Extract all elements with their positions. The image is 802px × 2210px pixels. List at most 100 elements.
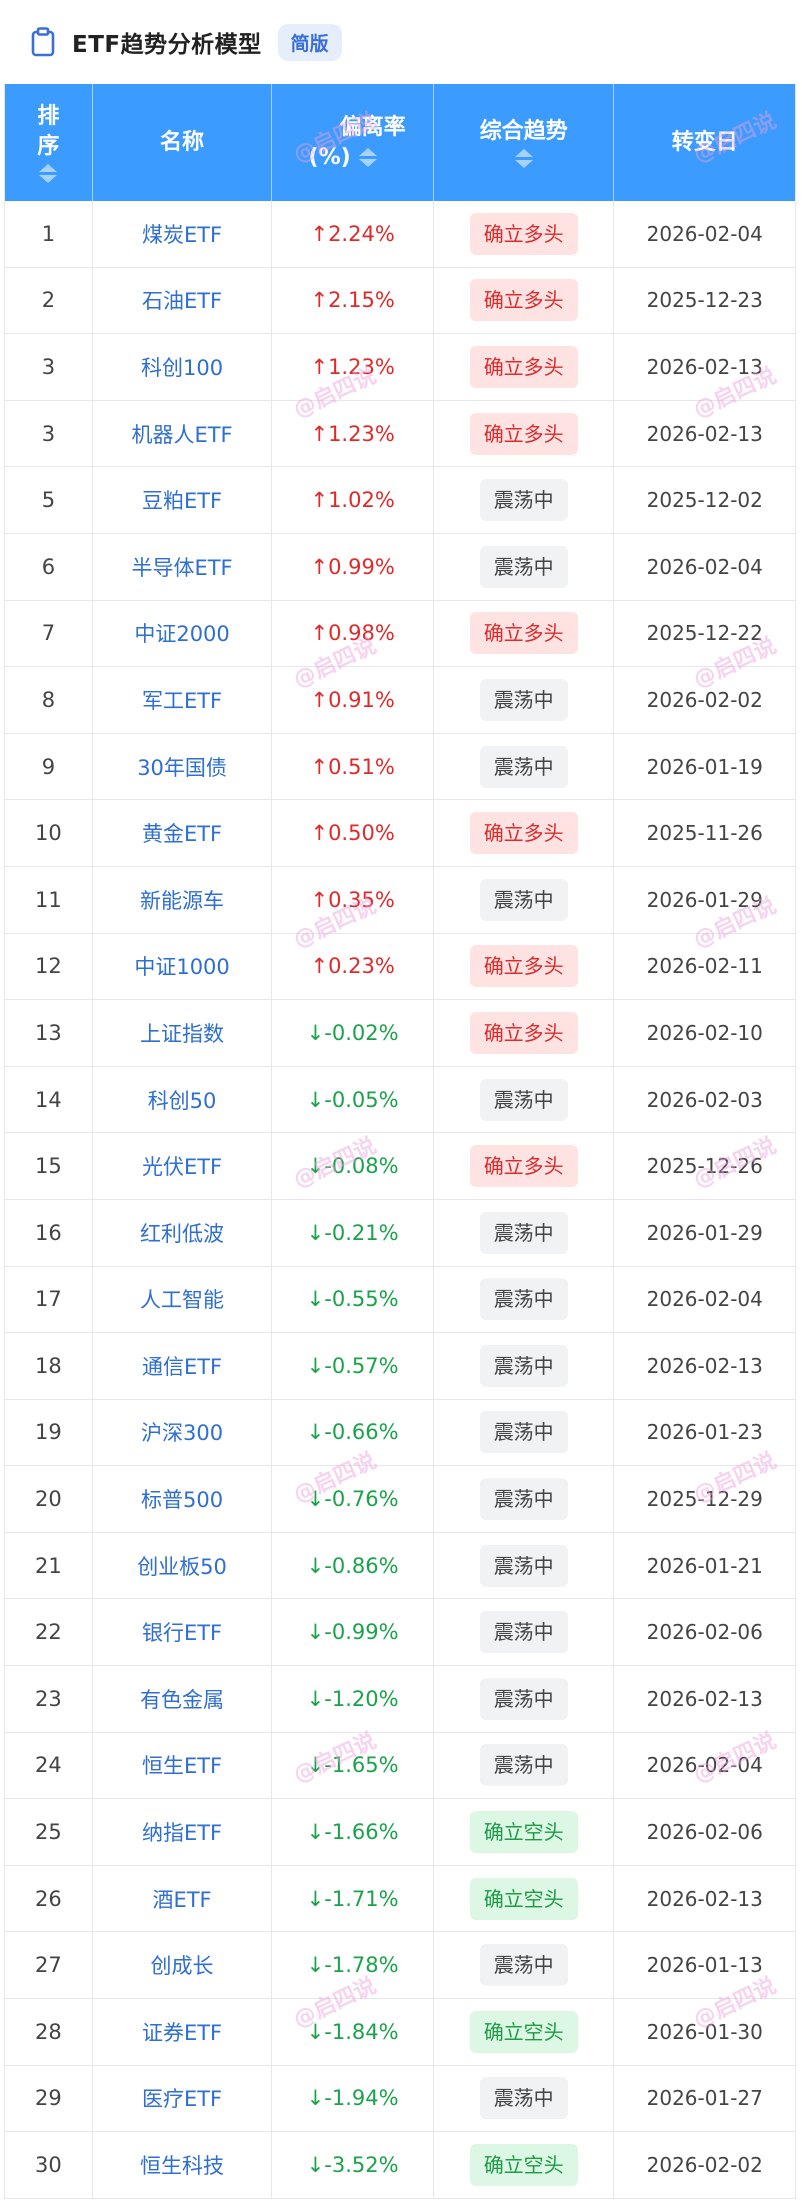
table-row[interactable]: 3 科创100 ↑1.23% 确立多头 2026-02-13 [5,334,795,401]
sort-icon[interactable] [358,148,377,167]
col-header-rank[interactable]: 排 序 [5,84,93,201]
col-header-trend[interactable]: 综合趋势 [434,84,615,201]
etf-name-link[interactable]: 证券ETF [93,1999,273,2065]
col-header-deviation[interactable]: 偏离率 (%) [272,84,434,201]
table-row[interactable]: 8 军工ETF ↑0.91% 震荡中 2026-02-02 [5,667,795,734]
trend-cell: 确立多头 [434,800,615,866]
etf-name-link[interactable]: 30年国债 [93,733,273,800]
change-date-cell: 2026-02-03 [646,1087,763,1112]
deviation-header-label: 偏离率 [339,114,406,140]
trend-cell: 震荡中 [434,866,615,933]
rank-cell: 15 [5,1133,93,1199]
etf-name-link[interactable]: 上证指数 [93,1000,273,1066]
trend-cell: 震荡中 [434,1399,615,1466]
etf-name-link[interactable]: 机器人ETF [93,400,273,467]
table-body: 1 煤炭ETF ↑2.24% 确立多头 2026-02-04 2 石油ETF ↑2.15% 确立… [5,201,795,2199]
table-row[interactable]: 18 通信ETF ↓-0.57% 震荡中 2026-02-13 [5,1333,795,1400]
etf-name-link[interactable]: 科创50 [93,1066,273,1133]
etf-name-link[interactable]: 纳指ETF [93,1799,273,1865]
etf-name-link[interactable]: 半导体ETF [93,533,273,600]
etf-name-link[interactable]: 黄金ETF [93,800,273,866]
table-row[interactable]: 23 有色金属 ↓-1.20% 震荡中 2026-02-13 [5,1666,795,1733]
table-row[interactable]: 19 沪深300 ↓-0.66% 震荡中 2026-01-23 [5,1399,795,1467]
etf-name-link[interactable]: 红利低波 [93,1199,273,1266]
table-row[interactable]: 22 银行ETF ↓-0.99% 震荡中 2026-02-06 [5,1599,795,1667]
deviation-cell: ↑0.51% [272,733,434,800]
table-row[interactable]: 16 红利低波 ↓-0.21% 震荡中 2026-01-29 [5,1199,795,1267]
etf-name-link[interactable]: 煤炭ETF [93,201,273,267]
trend-cell: 震荡中 [434,1599,615,1666]
trend-cell: 确立多头 [434,334,615,400]
trend-tag: 震荡中 [479,1411,568,1454]
trend-tag: 震荡中 [479,1078,568,1121]
etf-name-link[interactable]: 恒生科技 [93,2132,273,2198]
table-row[interactable]: 12 中证1000 ↑0.23% 确立多头 2026-02-11 [5,933,795,1001]
table-row[interactable]: 13 上证指数 ↓-0.02% 确立多头 2026-02-10 [5,1000,795,1067]
table-row[interactable]: 24 恒生ETF ↓-1.65% 震荡中 2026-02-04 [5,1732,795,1800]
etf-name-link[interactable]: 通信ETF [93,1333,273,1399]
etf-name-link[interactable]: 沪深300 [93,1399,273,1466]
etf-name-link[interactable]: 恒生ETF [93,1732,273,1799]
table-row[interactable]: 20 标普500 ↓-0.76% 震荡中 2025-12-29 [5,1466,795,1533]
table-row[interactable]: 27 创成长 ↓-1.78% 震荡中 2026-01-13 [5,1932,795,2000]
name-header-label: 名称 [160,129,205,155]
etf-name-link[interactable]: 光伏ETF [93,1133,273,1199]
etf-name-link[interactable]: 豆粕ETF [93,467,273,533]
change-date-cell: 2026-02-13 [646,354,763,379]
table-row[interactable]: 7 中证2000 ↑0.98% 确立多头 2025-12-22 [5,600,795,668]
table-row[interactable]: 5 豆粕ETF ↑1.02% 震荡中 2025-12-02 [5,467,795,534]
trend-tag: 确立多头 [469,345,578,388]
table-row[interactable]: 30 恒生科技 ↓-3.52% 确立空头 2026-02-02 [5,2132,795,2199]
etf-name-link[interactable]: 酒ETF [93,1865,273,1932]
table-row[interactable]: 25 纳指ETF ↓-1.66% 确立空头 2026-02-06 [5,1799,795,1866]
deviation-cell: ↑2.24% [272,201,434,267]
etf-name-link[interactable]: 中证1000 [93,933,273,1000]
rank-header-label-2: 序 [37,134,60,159]
trend-tag: 震荡中 [479,878,568,921]
etf-name-link[interactable]: 军工ETF [93,667,273,733]
deviation-cell: ↓-1.94% [272,2065,434,2132]
etf-name-link[interactable]: 创成长 [93,1932,273,1999]
change-date-cell: 2026-02-10 [646,1020,763,1045]
rank-cell: 23 [5,1666,93,1732]
table-row[interactable]: 26 酒ETF ↓-1.71% 确立空头 2026-02-13 [5,1865,795,1933]
table-row[interactable]: 28 证券ETF ↓-1.84% 确立空头 2026-01-30 [5,1999,795,2066]
table-row[interactable]: 2 石油ETF ↑2.15% 确立多头 2025-12-23 [5,267,795,335]
table-row[interactable]: 10 黄金ETF ↑0.50% 确立多头 2025-11-26 [5,800,795,867]
trend-cell: 确立多头 [434,933,615,1000]
rank-cell: 10 [5,800,93,866]
deviation-cell: ↑1.23% [272,334,434,400]
table-row[interactable]: 1 煤炭ETF ↑2.24% 确立多头 2026-02-04 [5,201,795,268]
deviation-cell: ↓-0.55% [272,1266,434,1333]
etf-name-link[interactable]: 新能源车 [93,866,273,933]
trend-tag: 震荡中 [479,1944,568,1987]
sort-icon[interactable] [39,164,58,183]
etf-name-link[interactable]: 创业板50 [93,1532,273,1599]
version-badge[interactable]: 简版 [277,23,342,61]
etf-name-link[interactable]: 医疗ETF [93,2065,273,2132]
etf-name-link[interactable]: 科创100 [93,334,273,400]
etf-name-link[interactable]: 标普500 [93,1466,273,1532]
table-row[interactable]: 11 新能源车 ↑0.35% 震荡中 2026-01-29 [5,866,795,934]
etf-name-link[interactable]: 银行ETF [93,1599,273,1666]
deviation-cell: ↓-0.08% [272,1133,434,1199]
table-row[interactable]: 15 光伏ETF ↓-0.08% 确立多头 2025-12-26 [5,1133,795,1200]
table-row[interactable]: 21 创业板50 ↓-0.86% 震荡中 2026-01-21 [5,1532,795,1600]
table-row[interactable]: 14 科创50 ↓-0.05% 震荡中 2026-02-03 [5,1066,795,1134]
trend-tag: 确立多头 [469,812,578,855]
rank-cell: 2 [5,267,93,334]
sort-icon[interactable] [514,149,533,168]
deviation-cell: ↑2.15% [272,267,434,334]
etf-name-link[interactable]: 石油ETF [93,267,273,334]
table-row[interactable]: 9 30年国债 ↑0.51% 震荡中 2026-01-19 [5,733,795,801]
etf-name-link[interactable]: 有色金属 [93,1666,273,1732]
table-row[interactable]: 3 机器人ETF ↑1.23% 确立多头 2026-02-13 [5,400,795,468]
etf-name-link[interactable]: 人工智能 [93,1266,273,1333]
table-row[interactable]: 17 人工智能 ↓-0.55% 震荡中 2026-02-04 [5,1266,795,1334]
change-date-cell: 2026-02-02 [646,687,763,712]
deviation-cell: ↑1.02% [272,467,434,533]
etf-name-link[interactable]: 中证2000 [93,600,273,667]
table-row[interactable]: 6 半导体ETF ↑0.99% 震荡中 2026-02-04 [5,533,795,601]
table-row[interactable]: 29 医疗ETF ↓-1.94% 震荡中 2026-01-27 [5,2065,795,2133]
rank-cell: 27 [5,1932,93,1999]
